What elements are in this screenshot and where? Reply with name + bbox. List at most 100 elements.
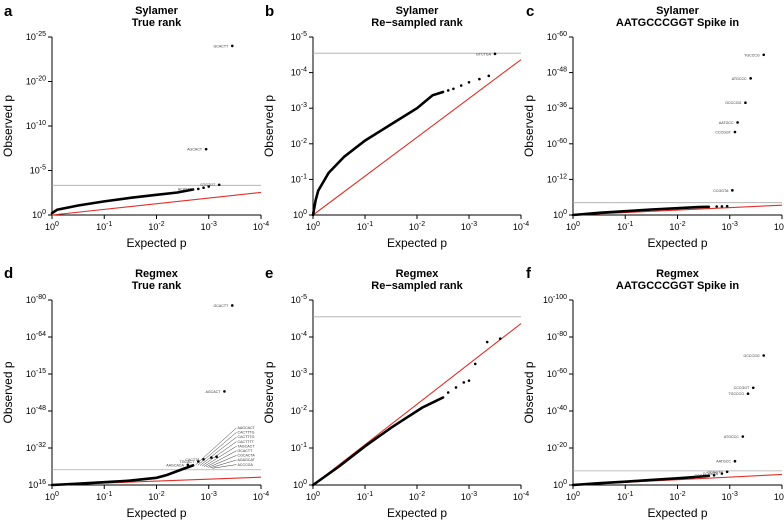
leader-line: [212, 464, 237, 469]
point-label: CCGGTA: [713, 189, 729, 193]
y-tick-label: 10-15: [26, 368, 46, 379]
point-label: CACTTA: [185, 458, 200, 462]
y-tick-label: 10-1: [291, 173, 307, 184]
y-tick-label: 10-3: [291, 368, 307, 379]
data-point: [197, 187, 200, 191]
data-point: [725, 204, 729, 208]
x-tick-label: 10-2: [669, 221, 685, 232]
point-label: AATGCC: [716, 460, 731, 464]
leader-line: [199, 436, 237, 466]
fan-label: CACTTTG: [237, 435, 254, 439]
leader-line: [210, 459, 237, 468]
y-tick-label: 10-100: [543, 294, 567, 305]
data-point: [498, 337, 502, 340]
chart-subtitle: Re−sampled rank: [371, 17, 463, 29]
x-tick-label: 10-4: [774, 221, 784, 232]
fan-label: CACTTTG: [237, 431, 254, 435]
x-tick-label: 10-4: [774, 491, 784, 502]
y-tick-label: 1016: [28, 479, 46, 490]
y-tick-label: 10-25: [26, 31, 46, 42]
chart-subtitle: True rank: [132, 280, 182, 292]
leader-line: [197, 432, 237, 466]
x-tick-label: 10-1: [617, 221, 633, 232]
y-tick-label: 10-20: [26, 76, 46, 87]
x-axis-label: Expected p: [126, 236, 186, 250]
y-axis-label: Observed p: [522, 361, 536, 423]
fan-label: ACCCGA: [237, 463, 253, 467]
x-tick-label: 10-3: [722, 491, 738, 502]
y-tick-label: 10-48: [26, 405, 46, 416]
point-label: AGCACT: [187, 148, 203, 152]
panel-label: a: [4, 3, 13, 20]
x-tick-label: 10-3: [201, 221, 217, 232]
data-point: [720, 472, 724, 475]
data-point: [751, 386, 755, 390]
observed-curve: [311, 396, 445, 487]
data-point: [744, 101, 747, 105]
point-label: CCGGTC: [694, 474, 710, 478]
point-label: AAGCACA: [166, 463, 184, 467]
y-tick-label: 100: [553, 479, 567, 490]
x-axis-label: Expected p: [647, 506, 707, 520]
point-label: ATGCCC: [732, 77, 747, 81]
point-label: ACATTCA: [178, 187, 195, 191]
y-axis-label: Observed p: [1, 95, 15, 157]
fan-label: AAGCACT: [237, 426, 255, 430]
x-tick-label: 10-3: [461, 491, 477, 502]
data-point: [467, 81, 471, 84]
data-point: [197, 460, 200, 463]
data-point: [202, 186, 205, 190]
x-axis-label: Expected p: [647, 236, 707, 250]
y-tick-label: 10-1: [291, 442, 307, 453]
x-tick-label: 10-1: [96, 491, 112, 502]
data-point: [467, 379, 471, 383]
y-axis-label: Observed p: [522, 95, 536, 157]
data-point: [736, 121, 739, 124]
point-label: ATGCCC: [724, 435, 739, 439]
panel-label: c: [526, 3, 534, 20]
data-point: [746, 392, 750, 396]
x-tick-label: 10-1: [96, 221, 112, 232]
y-tick-label: 10-2: [291, 138, 307, 149]
data-point: [446, 391, 450, 394]
chart-subtitle: Re−sampled rank: [371, 280, 463, 292]
data-point: [733, 459, 737, 463]
point-label: GTCTGA: [476, 52, 492, 56]
data-point: [720, 205, 724, 208]
y-tick-label: 10-5: [291, 31, 307, 42]
point-label: CCCGGT: [715, 131, 731, 135]
data-point: [459, 84, 463, 87]
data-point: [217, 183, 221, 187]
point-label: CCGGTC: [708, 470, 724, 474]
data-point: [223, 390, 226, 393]
reference-line: [312, 59, 522, 216]
y-tick-label: 10-80: [547, 331, 567, 342]
y-tick-label: 10-36: [547, 102, 567, 113]
x-tick-label: 100: [566, 491, 580, 502]
y-tick-label: 100: [32, 209, 46, 220]
point-label: AGCACT: [205, 390, 221, 394]
panel-label: b: [265, 3, 274, 20]
y-tick-label: 10-4: [291, 67, 307, 78]
x-tick-label: 10-1: [617, 491, 633, 502]
x-tick-label: 10-4: [513, 491, 529, 502]
data-point: [733, 130, 737, 134]
leader-line: [208, 455, 237, 468]
point-label: TGCACT: [180, 460, 196, 464]
point-label: GCACTT: [213, 304, 229, 308]
x-axis-label: Expected p: [387, 236, 447, 250]
chart-title: Regmex: [656, 268, 700, 280]
observed-curve: [50, 188, 195, 215]
leader-line: [201, 441, 237, 467]
observed-curve: [571, 474, 711, 487]
observed-curve: [50, 464, 195, 487]
x-tick-label: 100: [306, 221, 320, 232]
point-label: GCACTT: [213, 44, 229, 48]
panel-label: f: [526, 265, 532, 282]
x-tick-label: 10-4: [513, 221, 529, 232]
data-point: [715, 205, 718, 208]
data-point: [230, 44, 234, 48]
